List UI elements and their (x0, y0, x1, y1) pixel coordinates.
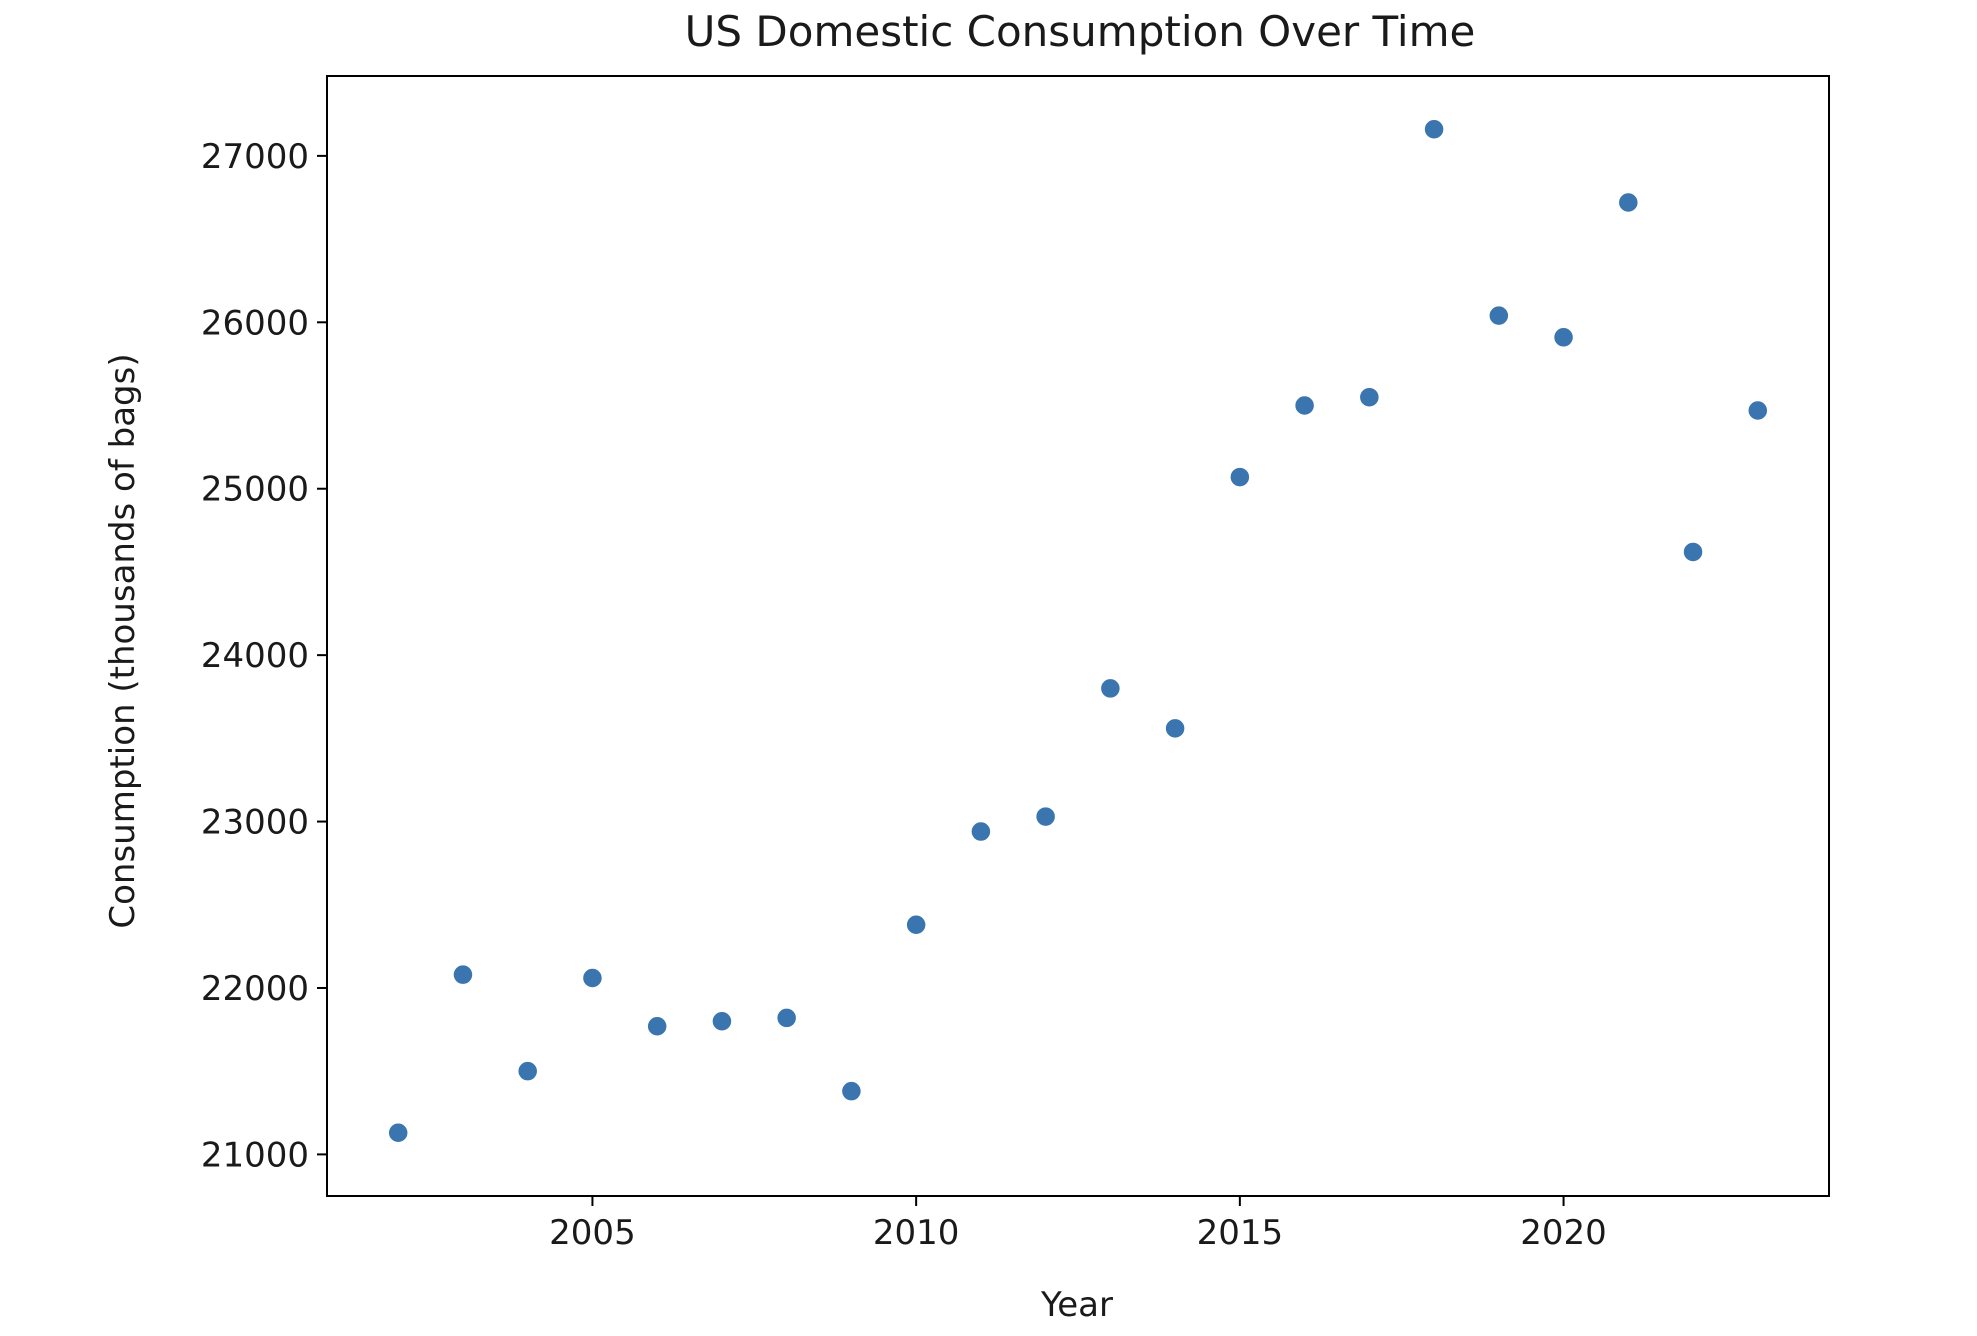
data-point (646, 1015, 668, 1038)
x-tick-label: 2020 (1520, 1213, 1607, 1253)
data-point (840, 1080, 863, 1102)
data-point (1423, 118, 1445, 141)
x-tick-label: 2015 (1197, 1213, 1284, 1253)
x-tick-label: 2005 (549, 1213, 636, 1253)
data-point (581, 967, 604, 989)
chart-title: US Domestic Consumption Over Time (685, 7, 1476, 56)
plot-area: 2005 2010 2015 2020 21000 22000 23000 24000 2500… (201, 75, 1830, 1253)
data-point (452, 963, 474, 986)
y-axis-label: Consumption (thousands of bags) (103, 353, 143, 928)
plot-frame (326, 75, 1830, 1197)
y-tick-label: 22000 (201, 969, 309, 1009)
y-tick-label: 25000 (201, 470, 309, 510)
data-point (516, 1060, 539, 1082)
y-tick-label: 24000 (201, 636, 309, 676)
data-point (905, 913, 927, 936)
data-point (1682, 541, 1704, 563)
data-point (711, 1010, 733, 1033)
y-tick-label: 21000 (201, 1135, 309, 1175)
data-point (970, 820, 992, 843)
data-point (1617, 191, 1640, 214)
y-tick-label: 23000 (201, 803, 309, 843)
data-point (1293, 394, 1316, 417)
data-point (1488, 304, 1510, 327)
data-point (1358, 386, 1381, 408)
data-point (1229, 466, 1251, 488)
data-point (1552, 326, 1575, 349)
x-axis-label: Year (1040, 1285, 1113, 1325)
data-point (387, 1122, 409, 1144)
data-point (1099, 677, 1122, 700)
y-tick-label: 26000 (201, 303, 309, 343)
data-point (1164, 717, 1186, 740)
data-point (1747, 399, 1769, 422)
y-tick-label: 27000 (201, 137, 309, 177)
x-tick-label: 2010 (873, 1213, 960, 1253)
data-point (775, 1007, 798, 1029)
data-point (1034, 805, 1057, 828)
